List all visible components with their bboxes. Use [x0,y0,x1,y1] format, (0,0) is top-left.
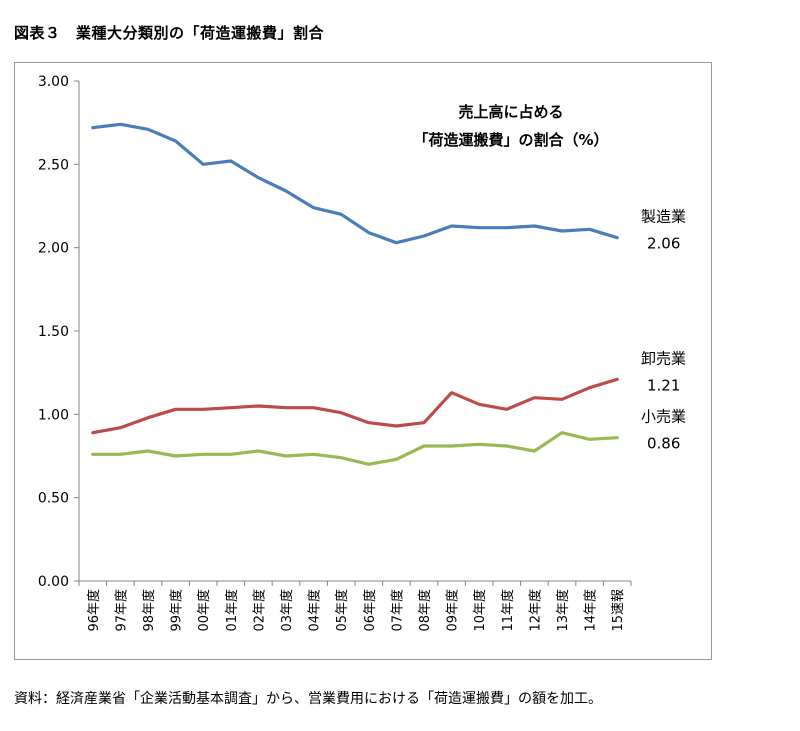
x-tick-label: 05年度 [334,589,350,632]
x-tick-label: 09年度 [445,589,461,632]
x-tick-label: 99年度 [169,589,185,632]
chart-title-line-2: 「荷造運搬費」の割合（%） [413,131,608,149]
series-name-label: 卸売業 [641,349,686,367]
x-tick-label: 00年度 [196,589,212,632]
y-tick-label: 2.00 [38,241,69,257]
x-tick-label: 14年度 [583,589,599,632]
y-tick-label: 0.50 [38,491,69,507]
series-line-1 [91,122,619,245]
x-tick-label: 04年度 [307,589,323,632]
x-tick-label: 13年度 [555,589,571,632]
series-line-3 [91,431,619,466]
x-tick-label: 12年度 [527,589,543,632]
series-name-label: 製造業 [641,208,686,226]
figure-title: 図表３ 業種大分類別の「荷造運搬費」割合 [14,24,325,42]
y-tick-label: 0.00 [38,574,69,590]
x-tick-label: 11年度 [500,589,516,632]
chart-axes: 0.00 0.50 1.00 1.50 2.00 2.50 3.00 96年度 97年度 98年度… [38,74,632,632]
x-tick-label: 07年度 [389,589,405,632]
y-tick-label: 3.00 [38,74,69,90]
series-name-label: 小売業 [641,408,686,426]
x-tick-label: 02年度 [251,589,267,632]
y-tick-label: 2.50 [38,157,69,173]
x-tick-label: 03年度 [279,589,295,632]
x-tick-label: 01年度 [224,589,240,632]
y-tick-label: 1.00 [38,407,69,423]
series-end-value-label: 1.21 [647,376,680,394]
series-end-value-label: 2.06 [647,235,680,253]
source-note: 資料：経済産業省「企業活動基本調査」から、営業費用における「荷造運搬費」の額を加… [14,691,602,707]
x-tick-label: 06年度 [362,589,378,632]
x-tick-label: 96年度 [86,589,102,632]
x-tick-label: 10年度 [472,589,488,632]
chart-title-line-1: 売上高に占める [458,103,563,121]
chart-series [91,122,619,466]
x-tick-label: 08年度 [417,589,433,632]
y-tick-label: 1.50 [38,324,69,340]
series-end-value-label: 0.86 [647,435,680,453]
line-chart: 0.00 0.50 1.00 1.50 2.00 2.50 3.00 96年度 97年度 98年度… [38,74,686,632]
chart-frame: 0.00 0.50 1.00 1.50 2.00 2.50 3.00 96年度 97年度 98年度… [14,62,712,660]
series-line-2 [91,377,619,435]
x-tick-label: 98年度 [141,589,157,632]
x-tick-label: 97年度 [113,589,129,632]
x-tick-label: 15速報 [611,589,626,632]
chart-labels: 売上高に占める 「荷造運搬費」の割合（%） 製造業 2.06 卸売業 1.21 小売業 0… [413,103,686,453]
